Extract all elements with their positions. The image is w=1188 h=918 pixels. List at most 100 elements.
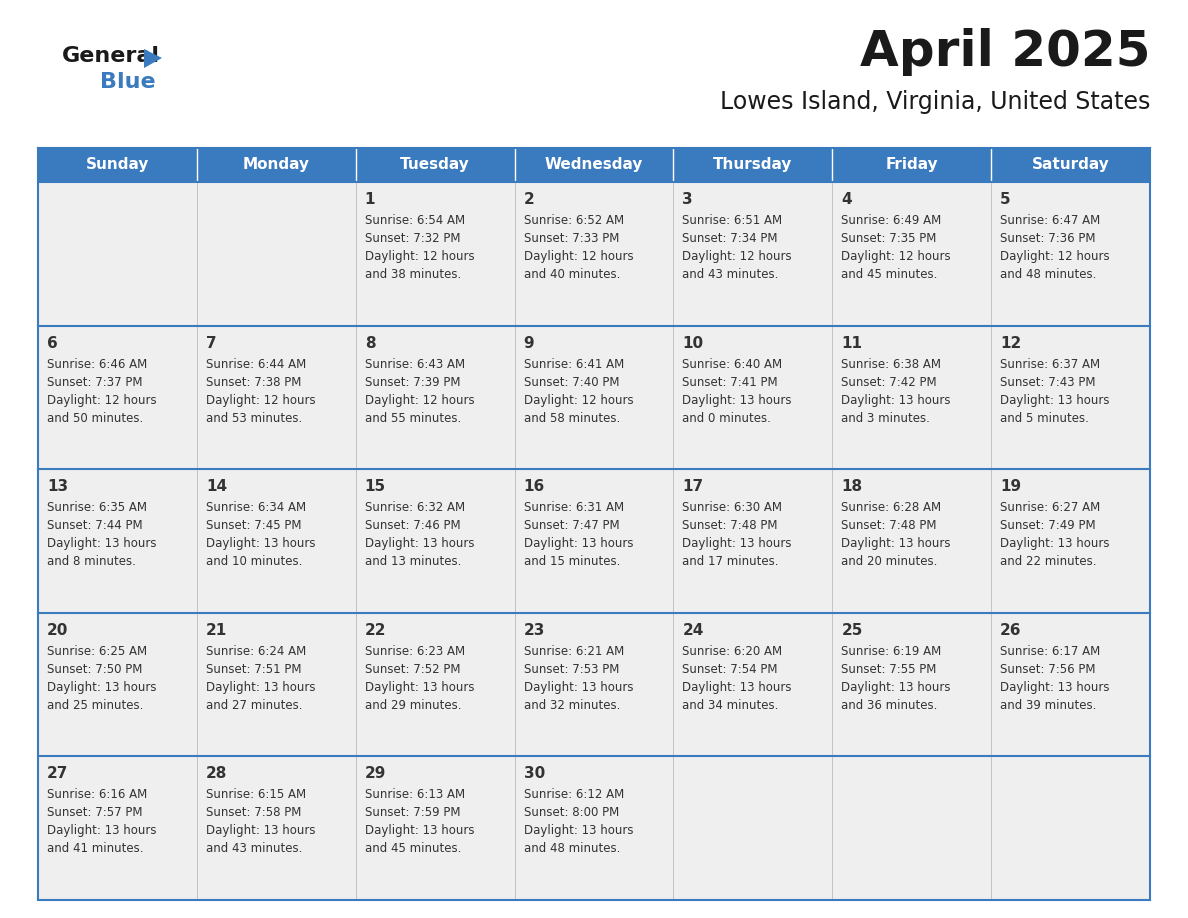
Text: 23: 23 [524,622,545,638]
Bar [355,148,514,182]
Text: 27: 27 [48,767,69,781]
Text: Blue: Blue [100,72,156,92]
Text: 13: 13 [48,479,68,494]
Bar [514,756,674,900]
Bar [355,613,514,756]
Text: 3: 3 [682,192,693,207]
Bar [355,469,514,613]
Bar [38,469,197,613]
Bar [38,148,197,182]
Bar [991,148,1150,182]
Bar [991,326,1150,469]
Bar [197,613,355,756]
Text: 9: 9 [524,336,535,351]
Bar [991,469,1150,613]
Bar [514,326,674,469]
Text: Sunrise: 6:19 AM
Sunset: 7:55 PM
Daylight: 13 hours
and 36 minutes.: Sunrise: 6:19 AM Sunset: 7:55 PM Dayligh… [841,644,950,711]
Text: Saturday: Saturday [1031,158,1110,173]
Text: 6: 6 [48,336,58,351]
Text: Sunrise: 6:40 AM
Sunset: 7:41 PM
Daylight: 13 hours
and 0 minutes.: Sunrise: 6:40 AM Sunset: 7:41 PM Dayligh… [682,358,792,425]
Text: 20: 20 [48,622,69,638]
Text: Sunrise: 6:20 AM
Sunset: 7:54 PM
Daylight: 13 hours
and 34 minutes.: Sunrise: 6:20 AM Sunset: 7:54 PM Dayligh… [682,644,792,711]
Text: 29: 29 [365,767,386,781]
Text: Sunrise: 6:23 AM
Sunset: 7:52 PM
Daylight: 13 hours
and 29 minutes.: Sunrise: 6:23 AM Sunset: 7:52 PM Dayligh… [365,644,474,711]
Text: Sunrise: 6:49 AM
Sunset: 7:35 PM
Daylight: 12 hours
and 45 minutes.: Sunrise: 6:49 AM Sunset: 7:35 PM Dayligh… [841,214,950,281]
Text: 25: 25 [841,622,862,638]
Text: 5: 5 [1000,192,1011,207]
Bar [833,469,991,613]
Text: Sunday: Sunday [86,158,150,173]
Bar [674,182,833,326]
Text: Sunrise: 6:35 AM
Sunset: 7:44 PM
Daylight: 13 hours
and 8 minutes.: Sunrise: 6:35 AM Sunset: 7:44 PM Dayligh… [48,501,157,568]
Text: Lowes Island, Virginia, United States: Lowes Island, Virginia, United States [720,90,1150,114]
Bar [833,326,991,469]
Bar [833,756,991,900]
Bar [197,469,355,613]
Text: Sunrise: 6:38 AM
Sunset: 7:42 PM
Daylight: 13 hours
and 3 minutes.: Sunrise: 6:38 AM Sunset: 7:42 PM Dayligh… [841,358,950,425]
Text: Sunrise: 6:12 AM
Sunset: 8:00 PM
Daylight: 13 hours
and 48 minutes.: Sunrise: 6:12 AM Sunset: 8:00 PM Dayligh… [524,789,633,856]
Bar [514,148,674,182]
Text: 19: 19 [1000,479,1022,494]
Text: 26: 26 [1000,622,1022,638]
Text: Sunrise: 6:15 AM
Sunset: 7:58 PM
Daylight: 13 hours
and 43 minutes.: Sunrise: 6:15 AM Sunset: 7:58 PM Dayligh… [206,789,315,856]
Bar [514,613,674,756]
Bar [197,148,355,182]
Bar [674,756,833,900]
Text: General: General [62,46,160,66]
Text: 11: 11 [841,336,862,351]
Bar [197,326,355,469]
Text: Sunrise: 6:51 AM
Sunset: 7:34 PM
Daylight: 12 hours
and 43 minutes.: Sunrise: 6:51 AM Sunset: 7:34 PM Dayligh… [682,214,792,281]
Text: 28: 28 [206,767,227,781]
Text: 10: 10 [682,336,703,351]
Bar [38,182,197,326]
Text: Sunrise: 6:43 AM
Sunset: 7:39 PM
Daylight: 12 hours
and 55 minutes.: Sunrise: 6:43 AM Sunset: 7:39 PM Dayligh… [365,358,474,425]
Text: Sunrise: 6:44 AM
Sunset: 7:38 PM
Daylight: 12 hours
and 53 minutes.: Sunrise: 6:44 AM Sunset: 7:38 PM Dayligh… [206,358,316,425]
Bar [355,756,514,900]
Text: Wednesday: Wednesday [545,158,643,173]
Text: 30: 30 [524,767,545,781]
Text: Sunrise: 6:27 AM
Sunset: 7:49 PM
Daylight: 13 hours
and 22 minutes.: Sunrise: 6:27 AM Sunset: 7:49 PM Dayligh… [1000,501,1110,568]
Text: 21: 21 [206,622,227,638]
Text: Sunrise: 6:21 AM
Sunset: 7:53 PM
Daylight: 13 hours
and 32 minutes.: Sunrise: 6:21 AM Sunset: 7:53 PM Dayligh… [524,644,633,711]
Text: Sunrise: 6:30 AM
Sunset: 7:48 PM
Daylight: 13 hours
and 17 minutes.: Sunrise: 6:30 AM Sunset: 7:48 PM Dayligh… [682,501,792,568]
Bar [38,613,197,756]
Text: Friday: Friday [885,158,939,173]
Text: 16: 16 [524,479,545,494]
Text: Tuesday: Tuesday [400,158,470,173]
Bar [833,613,991,756]
Bar [355,182,514,326]
Text: Sunrise: 6:13 AM
Sunset: 7:59 PM
Daylight: 13 hours
and 45 minutes.: Sunrise: 6:13 AM Sunset: 7:59 PM Dayligh… [365,789,474,856]
Bar [991,756,1150,900]
Bar [833,182,991,326]
Text: Monday: Monday [242,158,310,173]
Bar [674,326,833,469]
Bar [674,469,833,613]
Bar [355,326,514,469]
Text: April 2025: April 2025 [859,28,1150,76]
Bar [833,148,991,182]
Text: 8: 8 [365,336,375,351]
Text: Sunrise: 6:37 AM
Sunset: 7:43 PM
Daylight: 13 hours
and 5 minutes.: Sunrise: 6:37 AM Sunset: 7:43 PM Dayligh… [1000,358,1110,425]
Text: 15: 15 [365,479,386,494]
Bar [38,756,197,900]
Text: Sunrise: 6:24 AM
Sunset: 7:51 PM
Daylight: 13 hours
and 27 minutes.: Sunrise: 6:24 AM Sunset: 7:51 PM Dayligh… [206,644,315,711]
Text: Sunrise: 6:28 AM
Sunset: 7:48 PM
Daylight: 13 hours
and 20 minutes.: Sunrise: 6:28 AM Sunset: 7:48 PM Dayligh… [841,501,950,568]
Bar [38,326,197,469]
Bar [197,182,355,326]
Text: Sunrise: 6:31 AM
Sunset: 7:47 PM
Daylight: 13 hours
and 15 minutes.: Sunrise: 6:31 AM Sunset: 7:47 PM Dayligh… [524,501,633,568]
Bar [991,182,1150,326]
Text: Sunrise: 6:46 AM
Sunset: 7:37 PM
Daylight: 12 hours
and 50 minutes.: Sunrise: 6:46 AM Sunset: 7:37 PM Dayligh… [48,358,157,425]
Text: Sunrise: 6:52 AM
Sunset: 7:33 PM
Daylight: 12 hours
and 40 minutes.: Sunrise: 6:52 AM Sunset: 7:33 PM Dayligh… [524,214,633,281]
Text: 17: 17 [682,479,703,494]
Text: 2: 2 [524,192,535,207]
Bar [674,613,833,756]
Text: 24: 24 [682,622,703,638]
Text: Sunrise: 6:25 AM
Sunset: 7:50 PM
Daylight: 13 hours
and 25 minutes.: Sunrise: 6:25 AM Sunset: 7:50 PM Dayligh… [48,644,157,711]
Text: Sunrise: 6:32 AM
Sunset: 7:46 PM
Daylight: 13 hours
and 13 minutes.: Sunrise: 6:32 AM Sunset: 7:46 PM Dayligh… [365,501,474,568]
Text: 7: 7 [206,336,216,351]
Polygon shape [144,49,162,68]
Bar [197,756,355,900]
Text: Sunrise: 6:34 AM
Sunset: 7:45 PM
Daylight: 13 hours
and 10 minutes.: Sunrise: 6:34 AM Sunset: 7:45 PM Dayligh… [206,501,315,568]
Text: Sunrise: 6:47 AM
Sunset: 7:36 PM
Daylight: 12 hours
and 48 minutes.: Sunrise: 6:47 AM Sunset: 7:36 PM Dayligh… [1000,214,1110,281]
Text: Sunrise: 6:17 AM
Sunset: 7:56 PM
Daylight: 13 hours
and 39 minutes.: Sunrise: 6:17 AM Sunset: 7:56 PM Dayligh… [1000,644,1110,711]
